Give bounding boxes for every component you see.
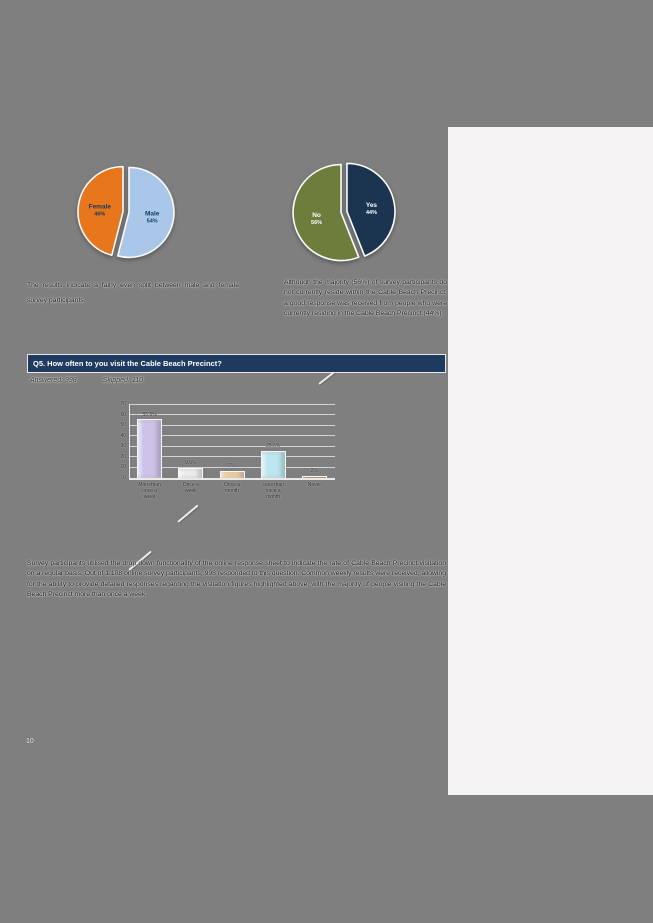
blank-side-panel: [448, 127, 653, 795]
reside-in-precinct-svg: Yes 44% No 56%: [292, 162, 396, 262]
summary-paragraph: Survey participants utilised the drop do…: [27, 560, 446, 598]
bar-value-label: 2%: [310, 468, 318, 475]
bar-1: [137, 419, 163, 478]
residency-pie-chart: Yes 44% No 56%: [281, 156, 409, 281]
page-number: 10: [26, 738, 34, 745]
pencil-mark-small: [318, 371, 335, 385]
gridline: [129, 456, 335, 458]
category-label: Once a week: [182, 482, 199, 494]
residency-pie-caption: Although the majority (56%) of survey pa…: [284, 279, 447, 317]
y-tick-label: 40: [120, 432, 126, 439]
gridline: [129, 414, 335, 416]
gridline: [129, 445, 335, 447]
y-axis-line: [129, 404, 130, 478]
gridline: [129, 403, 335, 405]
gender-pie-caption: The results indicate a fairly even split…: [27, 282, 239, 304]
question-header-bar: Q5. How often to you visit the Cable Bea…: [27, 354, 446, 373]
visit-frequency-bar-chart: 0 10 20 30 40 50 60 70 55.6% More than once a wee…: [113, 396, 348, 520]
pie-slice-female: [77, 165, 124, 257]
pie-slice-yes: [346, 162, 396, 257]
y-tick-label: 20: [120, 453, 126, 460]
pie-slice-label: Male 54%: [145, 210, 160, 224]
category-label: Less than once a month: [262, 482, 285, 500]
pie-slice-label: Female 46%: [89, 204, 112, 218]
skipped-count: Skipped: 110: [102, 377, 144, 384]
pie-slice-no: [292, 163, 360, 262]
gender-split-svg: Male 54% Female 46%: [77, 165, 175, 259]
category-label: More than once a week: [138, 482, 161, 500]
bar-5: [301, 475, 327, 478]
bar-3: [219, 470, 245, 478]
bar-value-label: 55.6%: [142, 411, 157, 418]
answer-stats: Answered: 998 Skipped: 110: [30, 377, 167, 384]
bar-value-label: 25.6%: [266, 443, 281, 450]
y-tick-label: 60: [120, 411, 126, 418]
x-axis-line: [129, 478, 335, 480]
pie-slice-label: No 56%: [311, 212, 322, 226]
y-tick-label: 30: [120, 443, 126, 450]
bar-4: [260, 450, 286, 478]
pie-slice-male: [116, 166, 175, 259]
gridline: [129, 424, 335, 426]
bar-value-label: 9.9%: [185, 460, 197, 467]
pie-slice-label: Yes 44%: [366, 202, 378, 216]
gridline: [129, 466, 335, 468]
y-tick-label: 10: [120, 464, 126, 471]
y-tick-label: 50: [120, 422, 126, 429]
y-tick-label: 0: [123, 475, 126, 481]
y-tick-label: 70: [120, 401, 126, 407]
bar-value-label: 7%: [228, 463, 236, 470]
question-header-text: Q5. How often to you visit the Cable Bea…: [33, 359, 222, 368]
category-label: Once a month: [223, 482, 241, 494]
answered-count: Answered: 998: [30, 377, 77, 384]
gridline: [129, 435, 335, 437]
bar-2: [178, 467, 204, 478]
category-label: Never: [307, 482, 322, 488]
gender-pie-chart: Male 54% Female 46%: [66, 160, 190, 281]
